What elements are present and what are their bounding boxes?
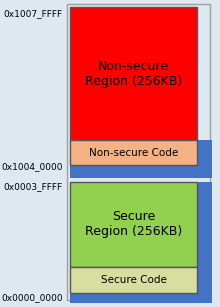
Text: 0x0003_FFFF: 0x0003_FFFF [4, 182, 63, 191]
Bar [70, 7, 197, 140]
Text: 0x1007_FFFF: 0x1007_FFFF [4, 9, 63, 18]
Bar [70, 267, 197, 293]
Bar [197, 140, 212, 178]
Bar [197, 182, 212, 293]
Text: Non-secure
Region (256KB): Non-secure Region (256KB) [85, 60, 182, 87]
Text: 0x0000_0000: 0x0000_0000 [1, 293, 63, 302]
Text: Secure Code: Secure Code [101, 275, 167, 285]
Bar [70, 182, 197, 267]
Text: Secure
Region (256KB): Secure Region (256KB) [85, 211, 182, 239]
Bar [70, 293, 212, 303]
Bar [70, 140, 197, 165]
Text: 0x1004_0000: 0x1004_0000 [2, 162, 63, 171]
Text: Non-secure Code: Non-secure Code [89, 147, 178, 157]
Bar [70, 165, 212, 178]
Bar [67, 4, 210, 300]
